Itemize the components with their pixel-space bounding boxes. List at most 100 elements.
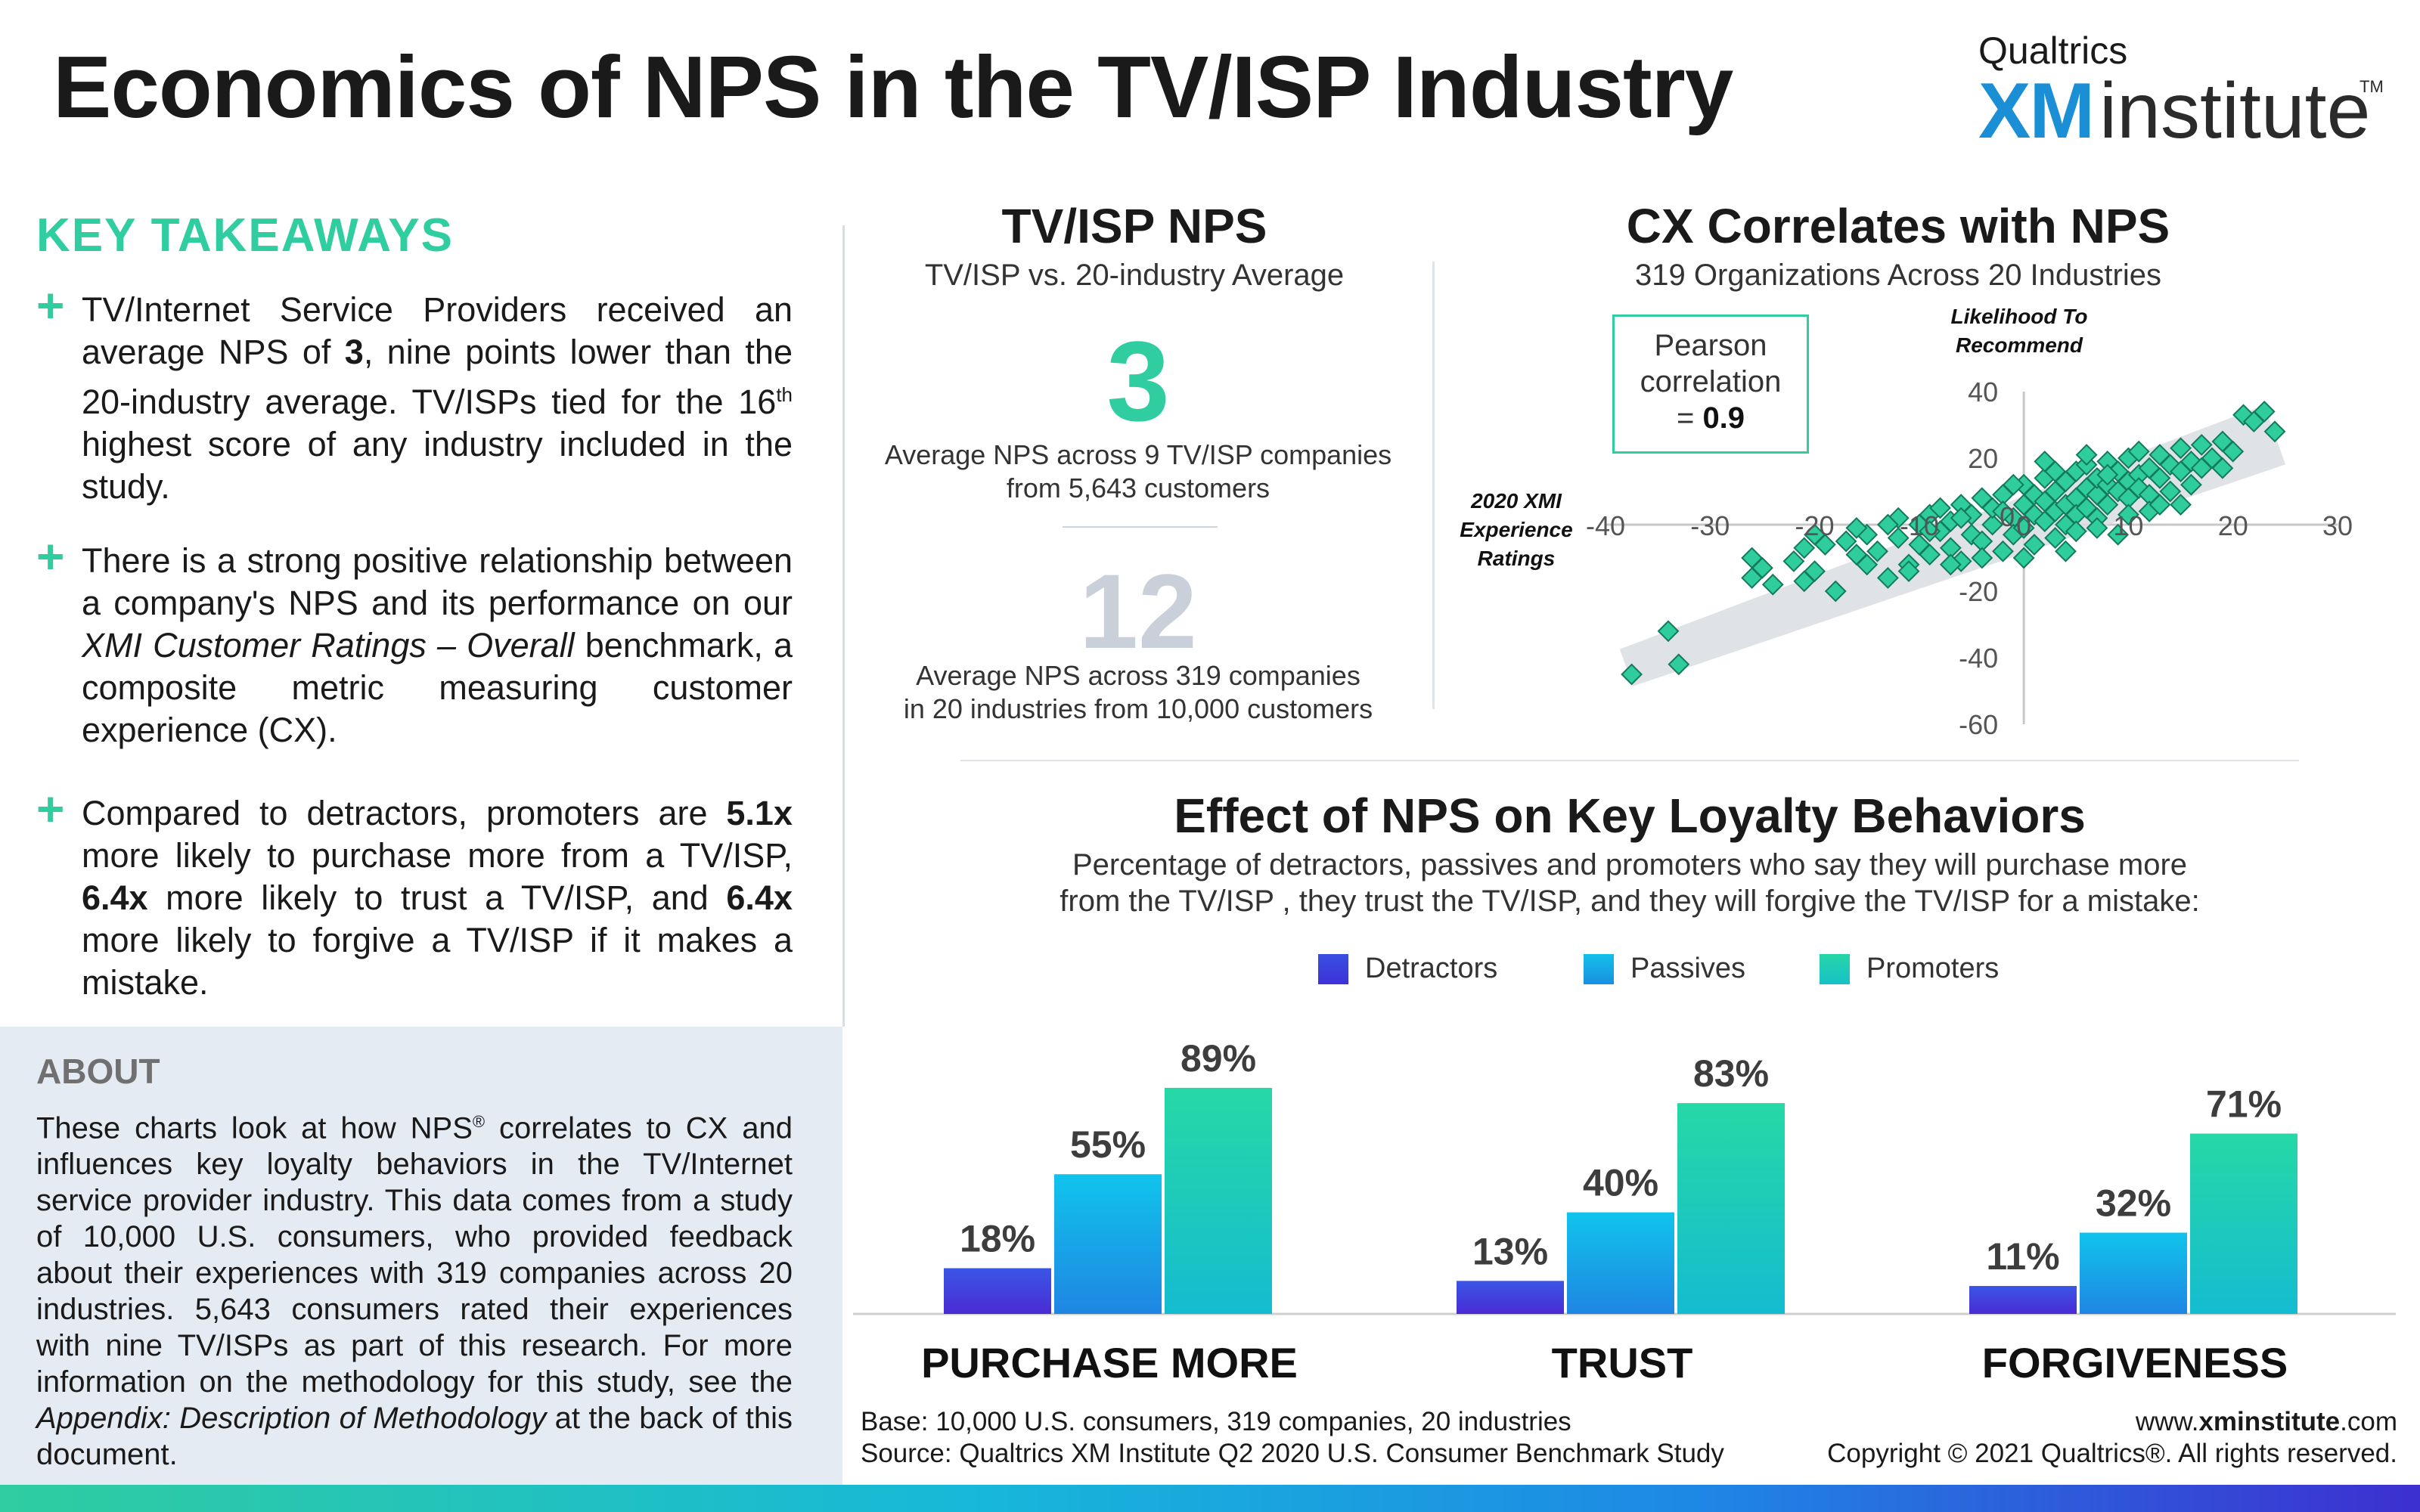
scatter-point: [2002, 473, 2024, 496]
scatter-title: CX Correlates with NPS: [1626, 199, 2170, 253]
scatter-point: [2012, 547, 2035, 569]
category-label: FORGIVENESS: [1982, 1339, 2288, 1387]
footer-copyright: www.xminstitute.com Copyright © 2021 Qua…: [1827, 1407, 2397, 1468]
takeaway-1: TV/Internet Service Providers received a…: [82, 290, 793, 506]
y-tick-label: 40: [1968, 376, 1998, 407]
bar-value-label: 83%: [1693, 1052, 1769, 1095]
scatter-point: [2107, 523, 2130, 546]
bar-promoters: [2190, 1133, 2297, 1314]
scatter-point: [1887, 527, 1910, 550]
bar-detractors: [1457, 1281, 1564, 1314]
brand-institute-logo: institute: [2099, 67, 2371, 155]
y-tick-label: 20: [1968, 443, 1998, 474]
x-tick-label: 0: [2016, 510, 2031, 541]
bar-detractors: [944, 1268, 1051, 1314]
bar-promoters: [1677, 1103, 1785, 1314]
scatter-point: [1657, 620, 1680, 643]
scatter-y-axis-label: Likelihood To Recommend: [1950, 305, 2088, 357]
nps-title: TV/ISP NPS: [1001, 199, 1267, 253]
scatter-point: [1992, 500, 2014, 522]
legend-swatch: [1318, 953, 1348, 984]
legend-swatch: [1820, 953, 1850, 984]
scatter-point: [1621, 663, 1643, 686]
scatter-point: [2170, 494, 2192, 516]
bar-value-label: 32%: [2096, 1182, 2171, 1224]
scatter-point: [2075, 444, 2098, 466]
scatter-point: [2190, 433, 2213, 456]
x-tick-label: -30: [1690, 510, 1730, 541]
about-heading: ABOUT: [36, 1052, 160, 1091]
scatter-point: [1804, 523, 1826, 546]
scatter-point: [1876, 513, 1899, 536]
x-tick-label: 20: [2218, 510, 2248, 541]
scatter-point: [1876, 566, 1899, 589]
bar-value-label: 55%: [1070, 1123, 1146, 1166]
scatter-point: [2159, 480, 2182, 503]
scatter-point: [2012, 516, 2035, 539]
bar-passives: [1567, 1212, 1674, 1314]
takeaway-3: Compared to detractors, promoters are 5.…: [82, 794, 793, 1002]
pearson-annotation: Pearson correlation = 0.9: [1612, 314, 1809, 454]
bar-passives: [1054, 1174, 1162, 1314]
legend-detractors: Detractors: [1318, 953, 1497, 985]
x-tick-label: 30: [2322, 510, 2353, 541]
scatter-point: [1919, 544, 1941, 566]
y-tick-label: 0: [2000, 501, 2015, 532]
scatter-point: [1929, 497, 1951, 519]
scatter-point: [2118, 503, 2139, 526]
y-tick-label: -20: [1959, 576, 1998, 607]
scatter-point: [1856, 553, 1879, 576]
bar-passives: [2080, 1232, 2187, 1314]
scatter-point: [2180, 473, 2202, 496]
scatter-point: [1741, 566, 1764, 589]
scatter-point: [1897, 560, 1920, 583]
scatter-point: [2149, 494, 2171, 516]
scatter-point: [2034, 450, 2056, 472]
section-divider: [1432, 262, 1435, 709]
scatter-point: [1835, 530, 1857, 553]
bar-subtitle: Percentage of detractors, passives and p…: [1060, 848, 2200, 918]
scatter-point: [2086, 516, 2108, 539]
scatter-point: [1793, 570, 1816, 593]
scatter-point: [2263, 420, 2286, 443]
scatter-point: [1950, 507, 1972, 529]
about-panel: [0, 1027, 842, 1485]
footer-gradient-bar: [0, 1485, 2420, 1512]
plus-icon: +: [36, 529, 65, 584]
scatter-point: [2222, 440, 2245, 463]
section-divider: [960, 760, 2299, 761]
scatter-point: [2149, 466, 2171, 489]
nps-isp-caption: Average NPS across 9 TV/ISP companies fro…: [884, 439, 1392, 503]
plus-icon: +: [36, 782, 65, 836]
plus-icon: +: [36, 278, 65, 333]
scatter-x-axis-label: 2020 XMI Experience Ratings: [1460, 489, 1573, 570]
scatter-subtitle: 319 Organizations Across 20 Industries: [1635, 259, 2161, 292]
bar-promoters: [1165, 1087, 1272, 1314]
scatter-point: [2190, 457, 2213, 479]
scatter-point: [1782, 550, 1805, 572]
scatter-point: [2127, 440, 2150, 463]
bar-value-label: 71%: [2206, 1083, 2282, 1125]
takeaway-2: There is a strong positive relationship …: [82, 541, 793, 749]
nps-average-value: 12: [1079, 552, 1197, 671]
scatter-point: [2096, 494, 2119, 516]
brand-xm-logo: XM: [1978, 67, 2095, 155]
bar-value-label: 13%: [1472, 1230, 1548, 1272]
bar-detractors: [1969, 1286, 2077, 1314]
scatter-point: [2096, 463, 2119, 486]
brand-trademark: TM: [2360, 77, 2384, 96]
scatter-point: [1981, 513, 2004, 536]
x-tick-label: 10: [2113, 510, 2143, 541]
scatter-point: [1793, 537, 1816, 559]
category-label: PURCHASE MORE: [921, 1339, 1298, 1387]
scatter-point: [1992, 540, 2014, 562]
column-divider: [842, 225, 845, 1027]
bar-value-label: 18%: [960, 1218, 1035, 1260]
category-label: TRUST: [1552, 1339, 1693, 1387]
legend-swatch: [1584, 953, 1614, 984]
x-tick-label: -20: [1795, 510, 1835, 541]
scatter-point: [2055, 540, 2077, 562]
key-takeaways-heading: KEY TAKEAWAYS: [36, 209, 455, 262]
